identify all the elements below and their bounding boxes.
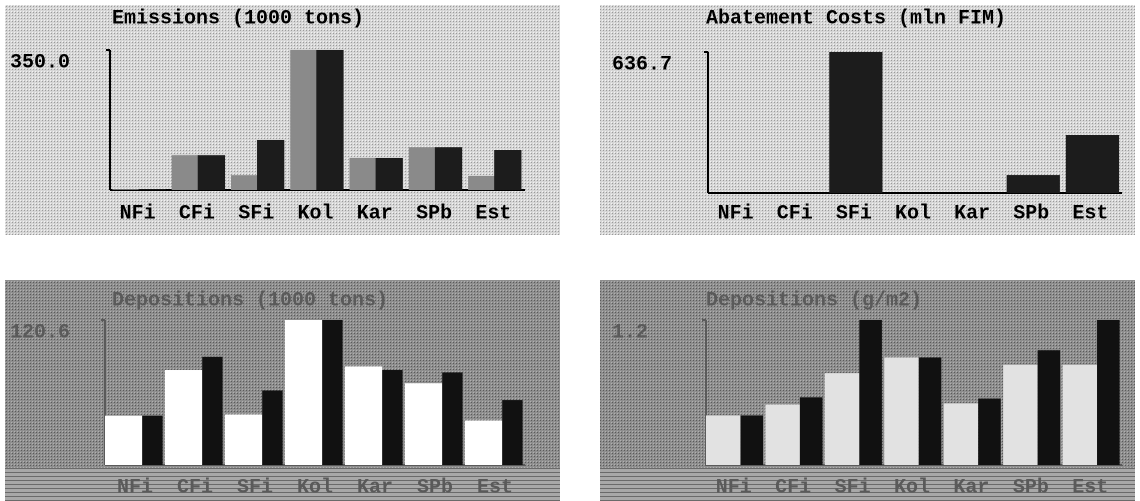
y-tick-label: 1.2 [612, 321, 648, 344]
bar [918, 357, 942, 465]
x-tick-label: Kar [953, 476, 989, 499]
bar [382, 370, 403, 465]
bar [884, 357, 919, 465]
bar [468, 176, 496, 190]
x-tick-label: Kol [895, 202, 931, 225]
bar [829, 52, 883, 193]
x-tick-label: SFi [238, 202, 274, 225]
bar [316, 50, 344, 190]
bar [290, 50, 318, 190]
bar [442, 372, 463, 465]
bar [171, 155, 199, 190]
panel [5, 5, 560, 235]
bar [502, 400, 523, 465]
x-tick-label: Kol [297, 476, 333, 499]
bar [740, 415, 764, 465]
bar [1065, 134, 1120, 193]
x-tick-label: CFi [777, 202, 813, 225]
bar [765, 404, 800, 465]
bar [799, 397, 823, 465]
bar [285, 320, 323, 465]
x-tick-label: SPb [1013, 202, 1049, 225]
bar [349, 158, 377, 190]
bar [1037, 350, 1061, 465]
bar [494, 150, 522, 190]
x-tick-label: CFi [775, 476, 811, 499]
bar [142, 415, 163, 465]
bar [978, 398, 1001, 465]
bar [943, 403, 979, 465]
bar [706, 415, 741, 465]
x-tick-label: Est [1072, 202, 1108, 225]
label-band [600, 468, 1135, 501]
bar [138, 189, 166, 190]
bar [105, 415, 143, 465]
x-tick-label: NFi [716, 476, 752, 499]
bar [230, 175, 259, 190]
chart-title: Depositions (g/m2) [706, 289, 922, 312]
bar [262, 390, 283, 465]
x-tick-label: CFi [177, 476, 213, 499]
x-tick-label: CFi [179, 202, 215, 225]
x-tick-label: NFi [120, 202, 156, 225]
bar [824, 373, 860, 465]
bar [345, 366, 383, 465]
bar [202, 356, 223, 465]
chart-title: Depositions (1000 tons) [112, 289, 388, 312]
bar [1003, 364, 1038, 465]
x-tick-label: Kol [894, 476, 930, 499]
x-tick-label: NFi [718, 202, 754, 225]
bar [257, 140, 285, 190]
y-tick-label: 636.7 [612, 53, 672, 76]
y-tick-label: 350.0 [10, 51, 70, 74]
y-tick-label: 120.6 [10, 321, 70, 344]
x-tick-label: SFi [835, 476, 871, 499]
x-tick-label: Est [475, 202, 511, 225]
bar [225, 414, 263, 465]
bar [197, 155, 226, 190]
x-tick-label: Kar [357, 202, 393, 225]
bar [859, 320, 882, 465]
bar [434, 147, 463, 190]
chart-title: Abatement Costs (mln FIM) [706, 7, 1006, 30]
x-tick-label: Kol [297, 202, 333, 225]
x-tick-label: Kar [954, 202, 990, 225]
x-tick-label: SFi [237, 476, 273, 499]
bar [408, 147, 437, 190]
bar [1062, 364, 1098, 465]
label-band [5, 468, 560, 501]
x-tick-label: NFi [117, 476, 153, 499]
bar [112, 189, 140, 190]
bar [165, 370, 203, 465]
x-tick-label: Est [1072, 476, 1108, 499]
bar [322, 320, 343, 465]
x-tick-label: SPb [1013, 476, 1049, 499]
x-tick-label: SFi [836, 202, 872, 225]
x-tick-label: Kar [357, 476, 393, 499]
chart-title: Emissions (1000 tons) [112, 7, 364, 30]
x-tick-label: SPb [416, 202, 452, 225]
bar [465, 420, 503, 465]
bar [1097, 320, 1120, 465]
bar [1006, 175, 1060, 193]
bar [405, 383, 443, 465]
bar [375, 158, 403, 190]
x-tick-label: SPb [417, 476, 453, 499]
x-tick-label: Est [477, 476, 513, 499]
